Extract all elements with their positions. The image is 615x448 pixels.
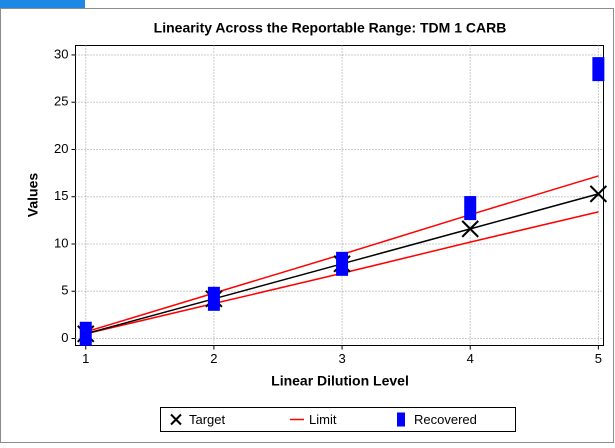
header-tab (0, 0, 85, 8)
x-tick-label: 5 (595, 351, 602, 366)
recovered-marker (207, 286, 220, 311)
legend-symbol (170, 413, 182, 426)
y-axis-label: Values (25, 173, 41, 218)
x-tick-label: 3 (338, 351, 345, 366)
recovered-marker (464, 196, 477, 221)
x-tick-label: 2 (210, 351, 217, 366)
legend-symbol (397, 412, 405, 427)
legend-label: Target (189, 412, 226, 427)
x-tick-label: 4 (467, 351, 474, 366)
y-tick-label: 20 (54, 141, 68, 156)
x-axis-label: Linear Dilution Level (271, 373, 409, 389)
chart-title: Linearity Across the Reportable Range: T… (154, 20, 507, 36)
legend-label: Recovered (414, 412, 477, 427)
recovered-marker (336, 251, 349, 276)
target-marker (461, 220, 479, 238)
plot-area (75, 45, 604, 346)
y-tick-label: 5 (61, 283, 68, 298)
x-tick-label: 1 (82, 351, 89, 366)
recovered-marker (79, 321, 92, 346)
y-tick-label: 30 (54, 46, 68, 61)
y-tick-label: 25 (54, 94, 68, 109)
recovered-marker (592, 57, 605, 82)
target-marker (589, 185, 608, 203)
legend (160, 407, 516, 432)
y-tick-label: 0 (61, 330, 68, 345)
y-tick-label: 10 (54, 235, 68, 250)
y-tick-label: 15 (54, 188, 68, 203)
legend-label: Limit (309, 412, 337, 427)
